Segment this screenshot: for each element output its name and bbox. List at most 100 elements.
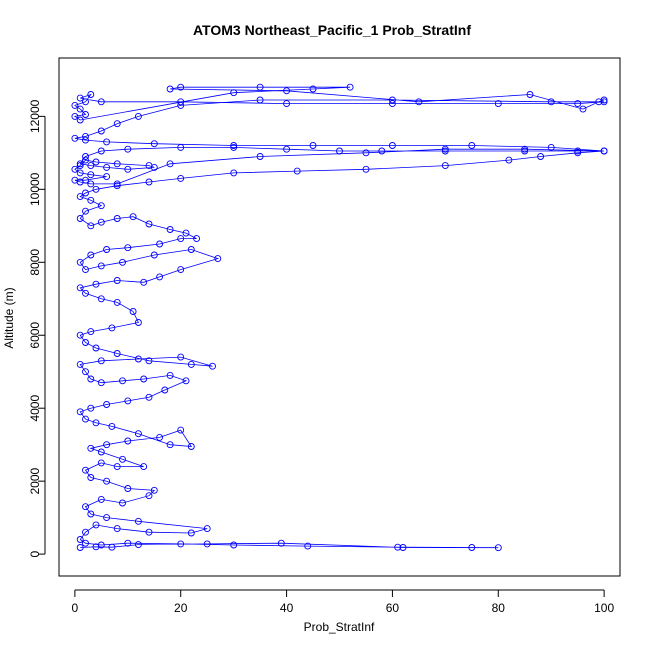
data-point — [87, 171, 95, 179]
data-point — [82, 98, 89, 106]
data-point — [97, 448, 105, 456]
data-point — [177, 235, 185, 243]
data-point — [230, 142, 238, 149]
data-point — [97, 98, 105, 106]
data-point — [76, 536, 84, 543]
data-point — [87, 510, 95, 518]
data-point — [156, 433, 164, 441]
data-point — [521, 145, 529, 153]
data-point — [574, 149, 582, 157]
data-point — [103, 514, 111, 522]
y-tick-label: 4000 — [28, 395, 42, 422]
data-point — [82, 368, 89, 376]
data-point — [97, 459, 105, 467]
data-point — [82, 466, 89, 474]
data-point — [76, 94, 84, 102]
data-point — [113, 215, 121, 222]
data-point — [145, 357, 153, 365]
data-point — [230, 143, 238, 151]
data-point — [76, 105, 84, 113]
data-point — [124, 145, 132, 153]
data-point — [177, 353, 185, 361]
data-point — [82, 136, 89, 144]
data-point — [119, 377, 126, 385]
data-point — [124, 437, 132, 445]
data-point — [113, 463, 121, 471]
data-point — [441, 147, 449, 155]
data-point — [113, 298, 121, 306]
data-point — [87, 180, 95, 188]
data-point — [124, 165, 132, 173]
data-point — [134, 355, 142, 363]
data-point — [441, 162, 449, 170]
data-point — [134, 541, 142, 549]
data-point — [76, 169, 84, 177]
data-point — [145, 492, 153, 500]
data-point — [103, 246, 111, 253]
x-axis-label: Prob_StratInf — [304, 620, 375, 634]
data-point — [293, 167, 301, 175]
y-tick-label: 12000 — [28, 99, 42, 133]
data-point — [579, 105, 587, 113]
data-point — [150, 140, 158, 148]
data-point — [166, 441, 174, 449]
data-point — [87, 444, 95, 452]
data-point — [97, 262, 105, 270]
data-point — [134, 517, 142, 525]
data-point — [76, 162, 84, 170]
data-point — [415, 98, 423, 106]
data-point — [124, 244, 132, 252]
data-point — [82, 415, 89, 423]
data-point — [87, 474, 95, 481]
data-point — [97, 295, 105, 303]
data-point — [82, 539, 89, 547]
data-point — [103, 138, 111, 146]
data-point — [103, 163, 111, 171]
data-point — [124, 397, 132, 405]
data-point — [97, 127, 105, 135]
data-point — [230, 541, 238, 549]
data-point — [521, 147, 529, 155]
data-point — [378, 147, 386, 155]
data-point — [87, 91, 95, 98]
data-point — [71, 101, 79, 109]
data-point — [113, 277, 121, 284]
data-point — [177, 174, 185, 182]
data-point — [574, 100, 582, 108]
data-point — [92, 280, 100, 288]
data-point — [87, 251, 95, 259]
data-point — [97, 379, 105, 387]
plot-frame — [58, 57, 621, 577]
y-axis: 0 2000 4000 6000 8000 10000 12000 — [28, 99, 46, 557]
data-point — [177, 83, 185, 91]
data-point — [177, 426, 185, 434]
data-point — [87, 222, 95, 230]
data-point — [547, 143, 555, 151]
data-point — [150, 251, 158, 259]
data-point — [82, 153, 89, 160]
data-point — [92, 344, 100, 352]
data-point — [108, 543, 116, 551]
data-point — [119, 258, 126, 266]
data-point — [82, 339, 89, 346]
data-point — [388, 142, 396, 149]
data-point — [76, 284, 84, 292]
data-point — [145, 220, 153, 228]
data-point — [336, 147, 343, 155]
data-point — [76, 116, 84, 124]
data-point — [256, 83, 264, 91]
data-point — [76, 258, 84, 266]
data-point — [92, 185, 100, 193]
data-point — [187, 443, 195, 450]
data-point — [209, 362, 216, 370]
data-point — [82, 503, 89, 511]
data-point — [600, 98, 608, 106]
data-point — [346, 83, 354, 91]
data-point — [82, 528, 89, 536]
data-point — [304, 542, 312, 550]
data-point — [113, 160, 121, 168]
data-point — [187, 529, 195, 537]
data-point — [256, 153, 264, 160]
x-tick-label: 0 — [72, 601, 79, 615]
data-point — [150, 486, 158, 494]
